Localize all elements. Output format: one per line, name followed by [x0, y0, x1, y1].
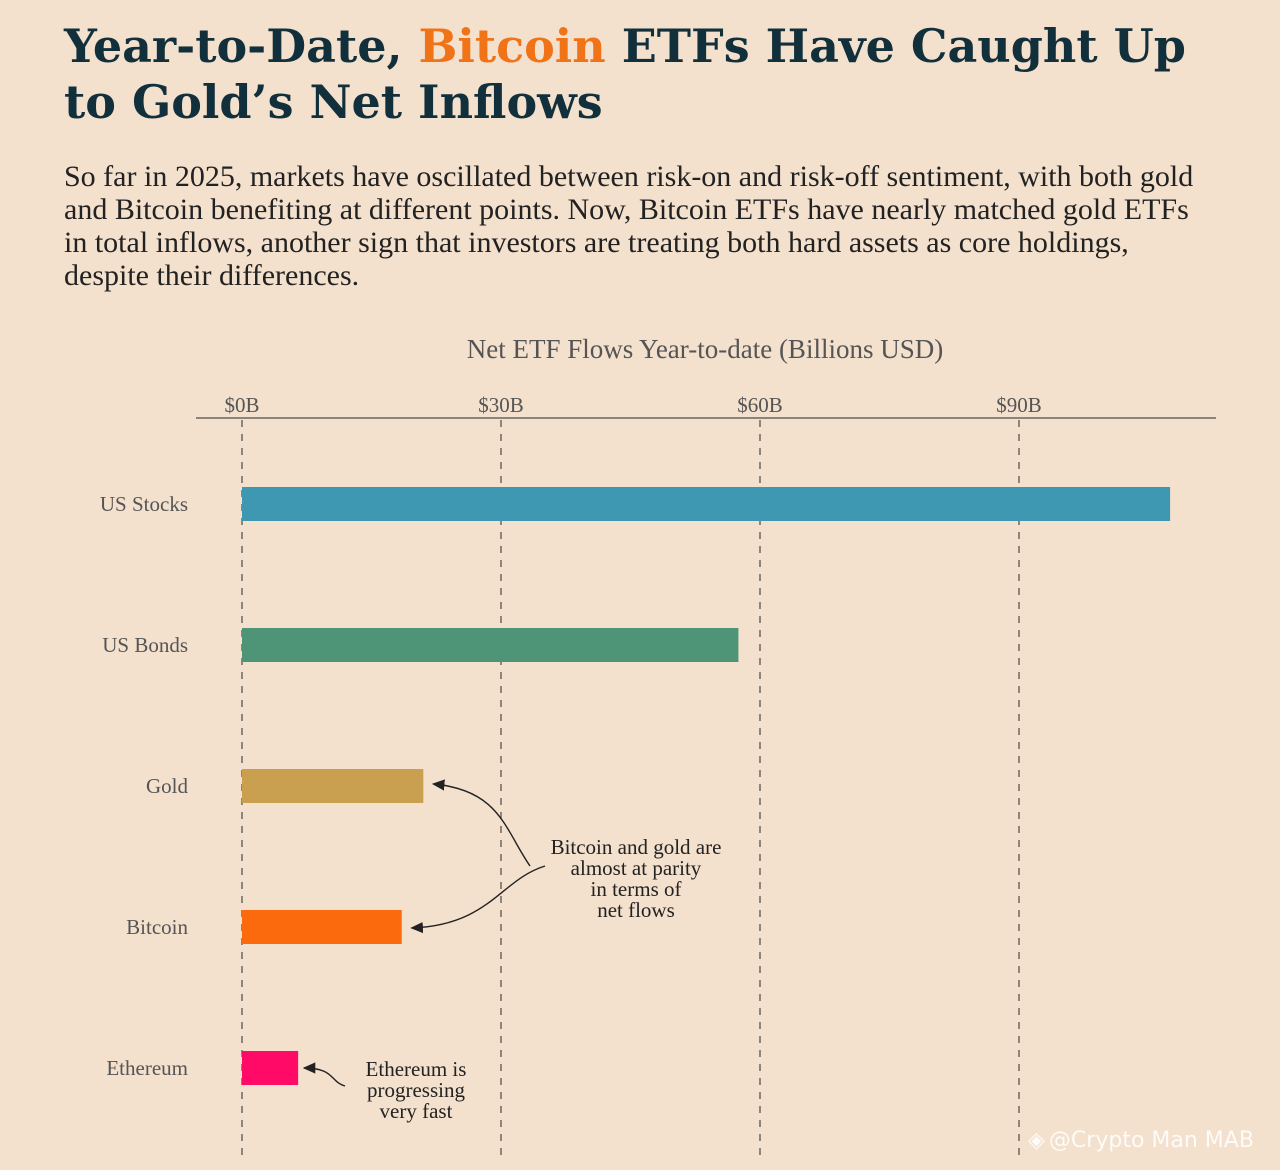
bar-bitcoin	[242, 910, 402, 944]
annotation-parity-line-2: in terms of	[591, 877, 682, 901]
page-title: Year-to-Date, Bitcoin ETFs Have Caught U…	[64, 18, 1224, 130]
tick-label-3: $90B	[996, 393, 1042, 417]
arrow-to-gold	[431, 779, 531, 867]
bar-us-stocks	[242, 487, 1171, 521]
tick-label-2: $60B	[737, 393, 783, 417]
annotation-ethereum-line-1: progressing	[367, 1078, 465, 1102]
annotation-ethereum-line-2: very fast	[380, 1099, 453, 1123]
tick-label-1: $30B	[478, 393, 524, 417]
chart-title: Net ETF Flows Year-to-date (Billions USD…	[466, 334, 944, 364]
arrow-to-bitcoin	[410, 865, 546, 934]
category-label-4: Ethereum	[106, 1056, 188, 1080]
binance-logo-icon: ◈	[1028, 1128, 1045, 1153]
bar-us-bonds	[242, 628, 739, 662]
bar-ethereum	[242, 1051, 299, 1085]
tick-label-0: $0B	[224, 393, 259, 417]
annotation-ethereum-line-0: Ethereum is	[366, 1057, 467, 1081]
category-label-2: Gold	[146, 774, 189, 798]
category-label-0: US Stocks	[100, 492, 188, 516]
bar-gold	[242, 769, 424, 803]
watermark: ◈ @Crypto Man MAB	[1028, 1128, 1254, 1153]
title-accent: Bitcoin	[418, 19, 606, 73]
annotation-parity-line-3: net flows	[597, 898, 675, 922]
arrow-to-ethereum	[302, 1062, 346, 1087]
category-label-3: Bitcoin	[126, 915, 188, 939]
watermark-text: @Crypto Man MAB	[1048, 1128, 1254, 1153]
annotation-parity-line-0: Bitcoin and gold are	[551, 835, 722, 859]
annotation-parity-line-1: almost at parity	[571, 856, 702, 880]
title-part1: Year-to-Date,	[64, 19, 419, 73]
subtitle: So far in 2025, markets have oscillated …	[64, 160, 1194, 292]
category-label-1: US Bonds	[102, 633, 188, 657]
title-part2: ETFs Have Caught Up to Gold’s Net Inflow…	[64, 19, 1186, 129]
